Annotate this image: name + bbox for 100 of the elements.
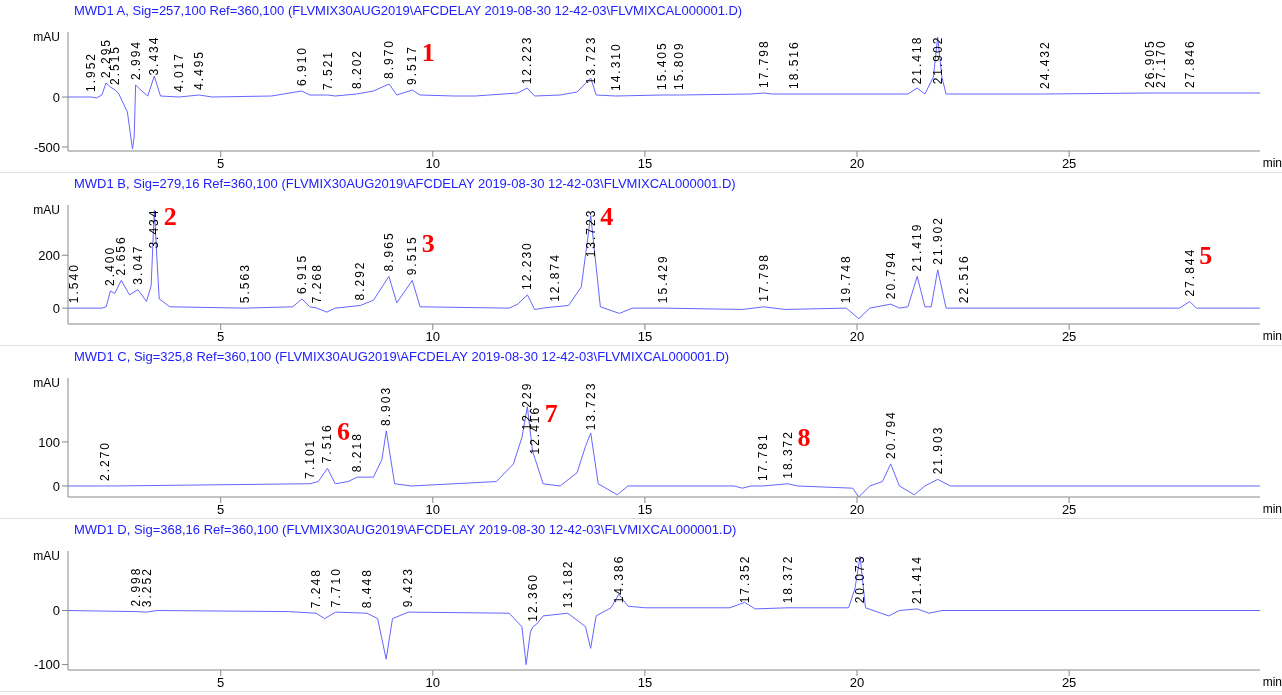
annotation: 20.794 — [883, 250, 898, 300]
y-tick-label: 0 — [52, 89, 60, 105]
annotation: 17.798 — [756, 39, 771, 88]
y-axis-title: mAU — [32, 376, 60, 390]
x-tick-label: 10 — [425, 156, 441, 172]
annotation: 7.101 — [302, 438, 317, 479]
annotation: 13.723 — [583, 35, 598, 85]
annotation: 7.268 — [309, 263, 324, 304]
annotation: 6.910 — [294, 45, 309, 86]
annotation: 3.047 — [130, 244, 145, 285]
annotation: 8 — [797, 423, 811, 453]
annotation: 9.423 — [401, 567, 416, 608]
x-tick-label: 5 — [217, 329, 225, 345]
x-axis-title: min — [1262, 502, 1282, 516]
annotation: 8.292 — [353, 260, 368, 301]
annotation: 12.230 — [520, 241, 535, 290]
annotation: 13.182 — [560, 559, 575, 609]
annotation: 4.495 — [192, 49, 207, 90]
x-tick-label: 15 — [637, 329, 653, 345]
annotation: 8.448 — [359, 568, 374, 609]
annotation: 21.419 — [910, 222, 925, 272]
x-tick-label: 15 — [637, 675, 653, 691]
chart-title: MWD1 A, Sig=257,100 Ref=360,100 (FLVMIX30AUG2019\AFCDELAY 2019-08-30 12-42-03\FLVMIXCAL000001.D) — [73, 2, 744, 20]
annotation: 1.540 — [66, 263, 81, 304]
annotation: 15.429 — [656, 254, 671, 304]
annotation: 14.310 — [608, 42, 623, 91]
annotation: 27.170 — [1154, 39, 1169, 88]
y-axis-title: mAU — [32, 203, 60, 217]
annotation: 3 — [421, 228, 435, 258]
x-tick-label: 20 — [849, 156, 865, 172]
x-axis-title: min — [1262, 675, 1282, 689]
x-tick-label: 25 — [1061, 329, 1077, 345]
annotation: 8.903 — [379, 385, 394, 426]
x-tick-label: 10 — [425, 502, 441, 518]
annotation: 20.794 — [883, 410, 898, 459]
annotation: 3.434 — [147, 35, 162, 76]
y-axis-title: mAU — [32, 549, 60, 563]
x-tick-label: 25 — [1061, 675, 1077, 691]
x-tick-label: 5 — [217, 502, 225, 518]
x-tick-label: 20 — [849, 502, 865, 518]
y-tick-label: -500 — [33, 139, 60, 155]
annotation: 8.970 — [382, 38, 397, 79]
annotation: 8.965 — [381, 231, 396, 272]
y-tick-label: 0 — [52, 478, 60, 494]
annotation: 21.903 — [930, 425, 945, 475]
annotation: 6.915 — [294, 253, 309, 294]
x-axis-title: min — [1262, 156, 1282, 170]
x-tick-label: 15 — [637, 502, 653, 518]
y-tick-label: 0 — [52, 300, 60, 316]
annotation: 24.432 — [1038, 40, 1053, 89]
x-tick-label: 5 — [217, 675, 225, 691]
annotation: 12.360 — [525, 573, 540, 622]
annotation: 27.846 — [1182, 39, 1197, 88]
annotation: 21.418 — [910, 35, 925, 85]
annotation: 2.994 — [128, 39, 143, 80]
annotation: 7.248 — [309, 568, 324, 609]
annotation: 15.809 — [672, 41, 687, 90]
annotation: 4.017 — [172, 51, 187, 92]
annotation: 21.414 — [909, 555, 924, 604]
annotation: 26.905 — [1142, 39, 1157, 88]
annotation: 20.073 — [853, 554, 868, 604]
annotation: 6 — [336, 416, 350, 446]
annotation: 27.844 — [1182, 247, 1197, 297]
annotation: 12.874 — [547, 253, 562, 302]
x-tick-label: 20 — [849, 675, 865, 691]
y-axis-title: mAU — [32, 30, 60, 44]
annotation: 15.405 — [655, 41, 670, 90]
annotation: 1 — [421, 38, 435, 68]
annotation: 8.202 — [349, 48, 364, 89]
annotation: 14.386 — [611, 554, 626, 604]
annotation: 17.798 — [756, 253, 771, 302]
chart-title: MWD1 C, Sig=325,8 Ref=360,100 (FLVMIX30AUG2019\AFCDELAY 2019-08-30 12-42-03\FLVMIXCAL000001.D) — [73, 348, 731, 366]
x-tick-label: 20 — [849, 329, 865, 345]
annotation: 4 — [600, 202, 614, 231]
annotation: 9.515 — [405, 235, 420, 276]
chart-title: MWD1 D, Sig=368,16 Ref=360,100 (FLVMIX30AUG2019\AFCDELAY 2019-08-30 12-42-03\FLVMIXCAL000001.D) — [73, 521, 738, 539]
annotation: 3.434 — [147, 208, 162, 249]
x-tick-label: 5 — [217, 156, 225, 172]
x-tick-label: 15 — [637, 156, 653, 172]
line-series — [68, 555, 1260, 666]
annotation: 21.902 — [930, 216, 945, 265]
annotation: 19.748 — [839, 254, 854, 304]
x-axis-title: min — [1262, 329, 1282, 343]
x-tick-label: 25 — [1061, 156, 1077, 172]
y-tick-label: 100 — [38, 434, 60, 450]
annotation: 13.723 — [583, 381, 598, 431]
y-tick-label: 0 — [52, 603, 60, 619]
y-tick-label: 200 — [38, 247, 60, 263]
annotation: 2 — [163, 202, 177, 231]
annotation: 22.516 — [956, 254, 971, 304]
annotation: 21.902 — [930, 35, 945, 85]
annotation: 7.516 — [320, 423, 335, 464]
annotation: 18.372 — [780, 554, 795, 604]
annotation: 5 — [1199, 241, 1213, 271]
annotation: 1.952 — [84, 51, 99, 92]
annotation: 13.723 — [583, 208, 598, 258]
annotation: 7.710 — [328, 567, 343, 608]
x-tick-label: 10 — [425, 329, 441, 345]
y-tick-label: -100 — [33, 657, 60, 673]
annotation: 18.372 — [780, 430, 795, 479]
